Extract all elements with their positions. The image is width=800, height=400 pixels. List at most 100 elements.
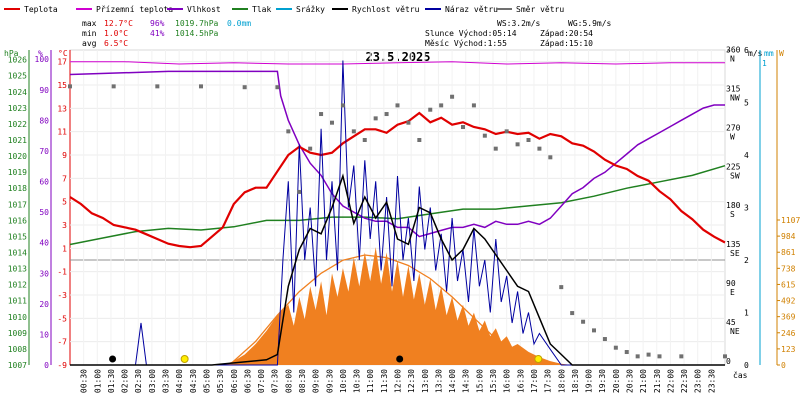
wind-dir-point <box>395 103 400 108</box>
solar-tick: 1107 <box>781 216 800 225</box>
stats-min-temp: 1.0°C <box>104 29 128 38</box>
time-tick: 16:30 <box>516 369 525 393</box>
time-tick: 09:30 <box>325 369 334 393</box>
time-tick: 22:00 <box>666 369 675 393</box>
pressure-tick: 1009 <box>8 329 27 338</box>
time-tick: 09:00 <box>312 369 321 393</box>
pressure-tick: 1015 <box>8 232 27 241</box>
wind-dir-point <box>417 138 422 142</box>
stats-min-label: min <box>82 29 97 38</box>
wind-dir-point <box>548 155 553 160</box>
wind-dir-tick: 90 <box>726 279 736 288</box>
sunset-marker <box>534 355 543 363</box>
wind-dir-tick: 0 <box>726 357 731 366</box>
wind-dir-point <box>592 328 596 333</box>
solar-tick: 738 <box>781 264 796 273</box>
moonset-marker <box>396 355 404 363</box>
time-tick: 06:00 <box>230 369 239 393</box>
pressure-tick: 1007 <box>8 361 27 370</box>
temperature-tick: -5 <box>57 314 67 323</box>
stats-max-label: max <box>82 19 97 28</box>
rain-unit: mm <box>764 49 774 58</box>
time-tick: 01:30 <box>107 369 116 393</box>
axes-layer: 1026102510241023102210211020101910181017… <box>8 45 800 370</box>
wind-speed-tick: 2 <box>744 256 749 265</box>
time-tick: 05:00 <box>202 369 211 393</box>
sun-set: Západ:20:54 <box>540 29 593 38</box>
temperature-tick: 1 <box>62 244 67 253</box>
sunrise-marker <box>180 355 189 363</box>
sun-rise: Slunce Východ:05:14 <box>425 29 517 38</box>
wind-dir-point <box>340 103 345 108</box>
time-tick: 16:00 <box>503 369 512 393</box>
wind-dir-point <box>68 84 72 89</box>
time-tick: 04:00 <box>175 369 184 393</box>
pressure-tick: 1026 <box>8 56 27 65</box>
solar-tick: 123 <box>781 345 796 354</box>
time-tick: 10:00 <box>339 369 348 393</box>
stats-min-hum: 41% <box>150 29 165 38</box>
time-tick: 10:30 <box>353 369 362 393</box>
time-tick: 17:30 <box>544 369 553 393</box>
temperature-tick: -9 <box>57 361 67 370</box>
wind-dir-point <box>439 103 444 108</box>
wind-speed-avg: WS:3.2m/s <box>497 19 541 28</box>
wind-dir-point <box>635 354 640 359</box>
temperature-tick: 17 <box>57 58 67 67</box>
humidity-tick: 10 <box>39 330 49 339</box>
time-tick: 12:30 <box>407 369 416 393</box>
wind-gust-max: WG:5.9m/s <box>568 19 612 28</box>
wind-dir-cardinal: E <box>730 288 735 297</box>
stats-avg-label: avg <box>82 39 97 48</box>
time-tick: 17:00 <box>530 369 539 393</box>
wind-dir-point <box>286 129 291 134</box>
temperature-tick: 9 <box>62 151 67 160</box>
temperature-tick: 7 <box>62 174 67 183</box>
humidity-tick: 30 <box>39 269 49 278</box>
wind-dir-cardinal: N <box>730 54 735 63</box>
wind-speed-tick: 5 <box>744 99 749 108</box>
time-tick: 02:30 <box>134 369 143 393</box>
humidity-unit: % <box>38 49 43 58</box>
wind-speed-tick: 3 <box>744 204 749 213</box>
wind-dir-point <box>428 107 433 112</box>
temperature-tick: 11 <box>57 128 67 137</box>
legend-label: Teplota <box>24 5 58 14</box>
stats-max-temp: 12.7°C <box>104 19 133 28</box>
humidity-tick: 90 <box>39 86 49 95</box>
humidity-tick: 0 <box>44 361 49 370</box>
solar-tick: 246 <box>781 329 796 338</box>
solar-unit: W <box>779 49 784 58</box>
time-tick: 01:00 <box>93 369 102 393</box>
legend-label: Tlak <box>252 5 271 14</box>
stats-max-hum: 96% <box>150 19 165 28</box>
stats-min-press: 1014.5hPa <box>175 29 219 38</box>
wind-dir-unit: ° <box>726 49 731 58</box>
humidity-tick: 70 <box>39 147 49 156</box>
pressure-tick: 1010 <box>8 313 27 322</box>
wind-dir-point <box>297 189 302 194</box>
time-tick: 14:30 <box>462 369 471 393</box>
humidity-tick: 60 <box>39 178 49 187</box>
rain-tick: 1 <box>762 59 767 68</box>
temperature-tick: 5 <box>62 198 67 207</box>
wind-dir-point <box>362 138 367 142</box>
temperature-tick: 13 <box>57 104 67 113</box>
wind-dir-point <box>155 84 160 89</box>
humidity-tick: 20 <box>39 300 49 309</box>
wind-speed-tick: 1 <box>744 309 749 318</box>
x-axis-label: čas <box>733 370 748 380</box>
legend-label: Náraz větru <box>445 5 498 14</box>
time-tick: 19:00 <box>585 369 594 393</box>
astro-info: WS:3.2m/s WG:5.9m/s Slunce Východ:05:14 … <box>425 19 612 48</box>
time-tick: 00:30 <box>80 369 89 393</box>
wind-dir-point <box>373 116 378 121</box>
wind-dir-cardinal: SE <box>730 249 740 258</box>
time-tick: 13:00 <box>421 369 430 393</box>
time-tick: 20:00 <box>612 369 621 393</box>
wind-dir-point <box>275 85 280 90</box>
wind-dir-point <box>384 112 389 117</box>
humidity-tick: 80 <box>39 116 49 125</box>
stats-avg-temp: 6.5°C <box>104 39 128 48</box>
wind-dir-point <box>657 354 662 359</box>
